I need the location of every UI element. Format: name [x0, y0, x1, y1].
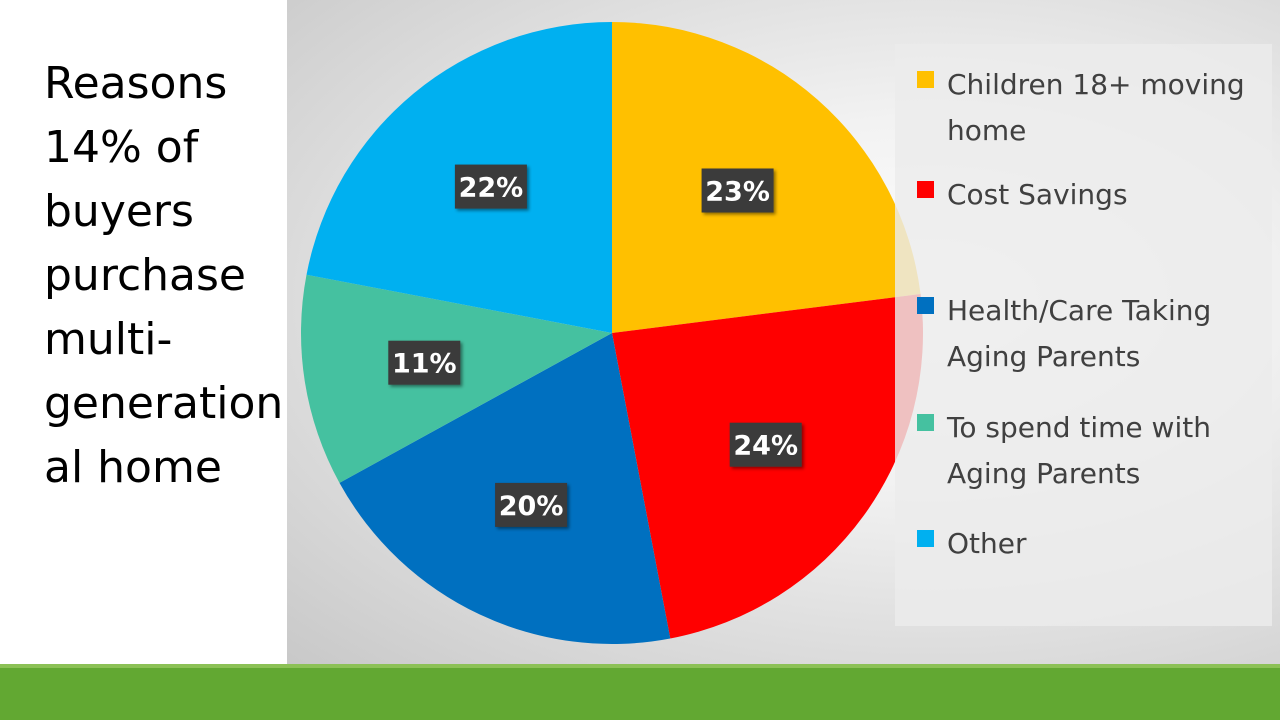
legend-label-line: Cost Savings [947, 178, 1128, 211]
legend-label: To spend time with Aging Parents [947, 405, 1277, 497]
title-line: buyers [44, 186, 194, 237]
legend-swatch [917, 297, 934, 314]
data-label-text: 24% [733, 431, 798, 462]
data-label-text: 11% [392, 349, 457, 380]
title-line: generation [44, 378, 284, 429]
legend-label: Health/Care Taking Aging Parents [947, 288, 1277, 380]
legend-swatch [917, 414, 934, 431]
data-label-text: 20% [499, 491, 564, 522]
data-label-other: 22% [454, 164, 527, 209]
title-line: Reasons [44, 58, 228, 109]
title-line: multi- [44, 314, 173, 365]
legend-label-line: Other [947, 527, 1027, 560]
legend-label-line: Aging Parents [947, 457, 1141, 490]
legend-swatch [917, 181, 934, 198]
title-line: al home [44, 442, 222, 493]
legend-label: Children 18+ moving home [947, 62, 1277, 154]
legend-label: Other [947, 521, 1277, 567]
footer-bar [0, 668, 1280, 720]
data-label-text: 22% [459, 173, 524, 204]
legend-label-line: To spend time with [947, 411, 1211, 444]
legend-label-line: home [947, 114, 1027, 147]
data-label-box [729, 422, 802, 467]
pie-data-labels: 23% 24% 20% 11% 22% [388, 164, 802, 527]
title-line: purchase [44, 250, 246, 301]
data-label-children: 23% [701, 168, 774, 213]
pie-slices [301, 21, 924, 644]
data-label-box [701, 168, 774, 213]
data-label-cost-savings: 24% [729, 422, 802, 467]
chart-legend: Children 18+ moving home Cost Savings He… [895, 44, 1272, 626]
data-label-box [388, 340, 461, 385]
data-label-box [454, 164, 527, 209]
data-label-health-care: 20% [495, 482, 568, 527]
legend-swatch [917, 530, 934, 547]
legend-label: Cost Savings [947, 172, 1277, 218]
chart-area: 23% 24% 20% 11% 22% Children 18+ moving home… [287, 0, 1280, 668]
pie-chart: 23% 24% 20% 11% 22% [301, 21, 924, 644]
legend-label-line: Health/Care Taking [947, 294, 1212, 327]
legend-label-line: Children 18+ moving [947, 68, 1245, 101]
legend-label-line: Aging Parents [947, 340, 1141, 373]
data-label-box [495, 482, 568, 527]
title-line: 14% of [44, 122, 199, 173]
data-label-spend-time: 11% [388, 340, 461, 385]
footer-accent-line [0, 664, 1280, 668]
legend-swatch [917, 71, 934, 88]
data-label-text: 23% [705, 177, 770, 208]
slide-title: Reasons 14% of buyers purchase multi- ge… [44, 52, 284, 500]
